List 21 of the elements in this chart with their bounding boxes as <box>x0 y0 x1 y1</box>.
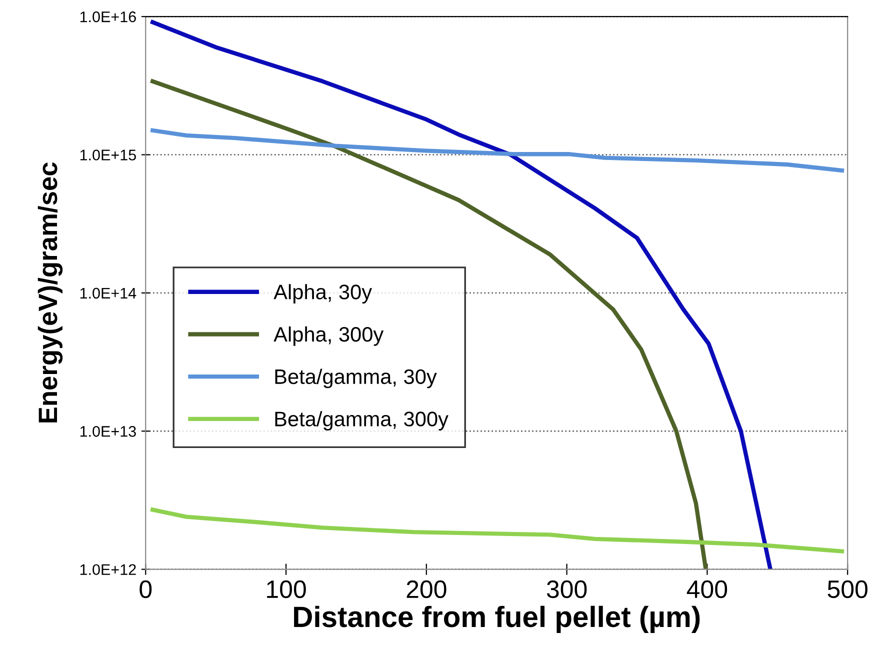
x-tick-label: 0 <box>140 580 152 598</box>
x-tick-label: 100 <box>267 580 306 598</box>
legend-label: Alpha, 30y <box>274 284 372 304</box>
y-tick-label: 1.0E+15 <box>80 150 136 160</box>
legend-label: Beta/gamma, 300y <box>275 411 448 431</box>
y-tick-label: 1.0E+12 <box>80 564 136 576</box>
y-tick-label: 1.0E+14 <box>80 288 136 299</box>
y-tick-label: 1.0E+13 <box>80 426 136 437</box>
x-tick-label: 200 <box>406 580 446 598</box>
x-axis-title: Distance from fuel pellet (µm) <box>294 606 700 634</box>
line-series <box>150 508 844 554</box>
x-tick-label: 300 <box>546 580 587 598</box>
x-tick-label: 400 <box>686 580 728 598</box>
line-series <box>150 79 708 570</box>
line-series <box>150 128 844 173</box>
y-axis-title: Energy(eV)/gram/sec <box>38 162 63 422</box>
x-tick-label: 500 <box>828 580 868 598</box>
legend-label: Alpha, 300y <box>274 326 384 346</box>
legend-label: Beta/gamma, 30y <box>275 368 437 388</box>
line-series <box>150 20 772 570</box>
y-tick-label: 1.0E+16 <box>80 11 136 22</box>
